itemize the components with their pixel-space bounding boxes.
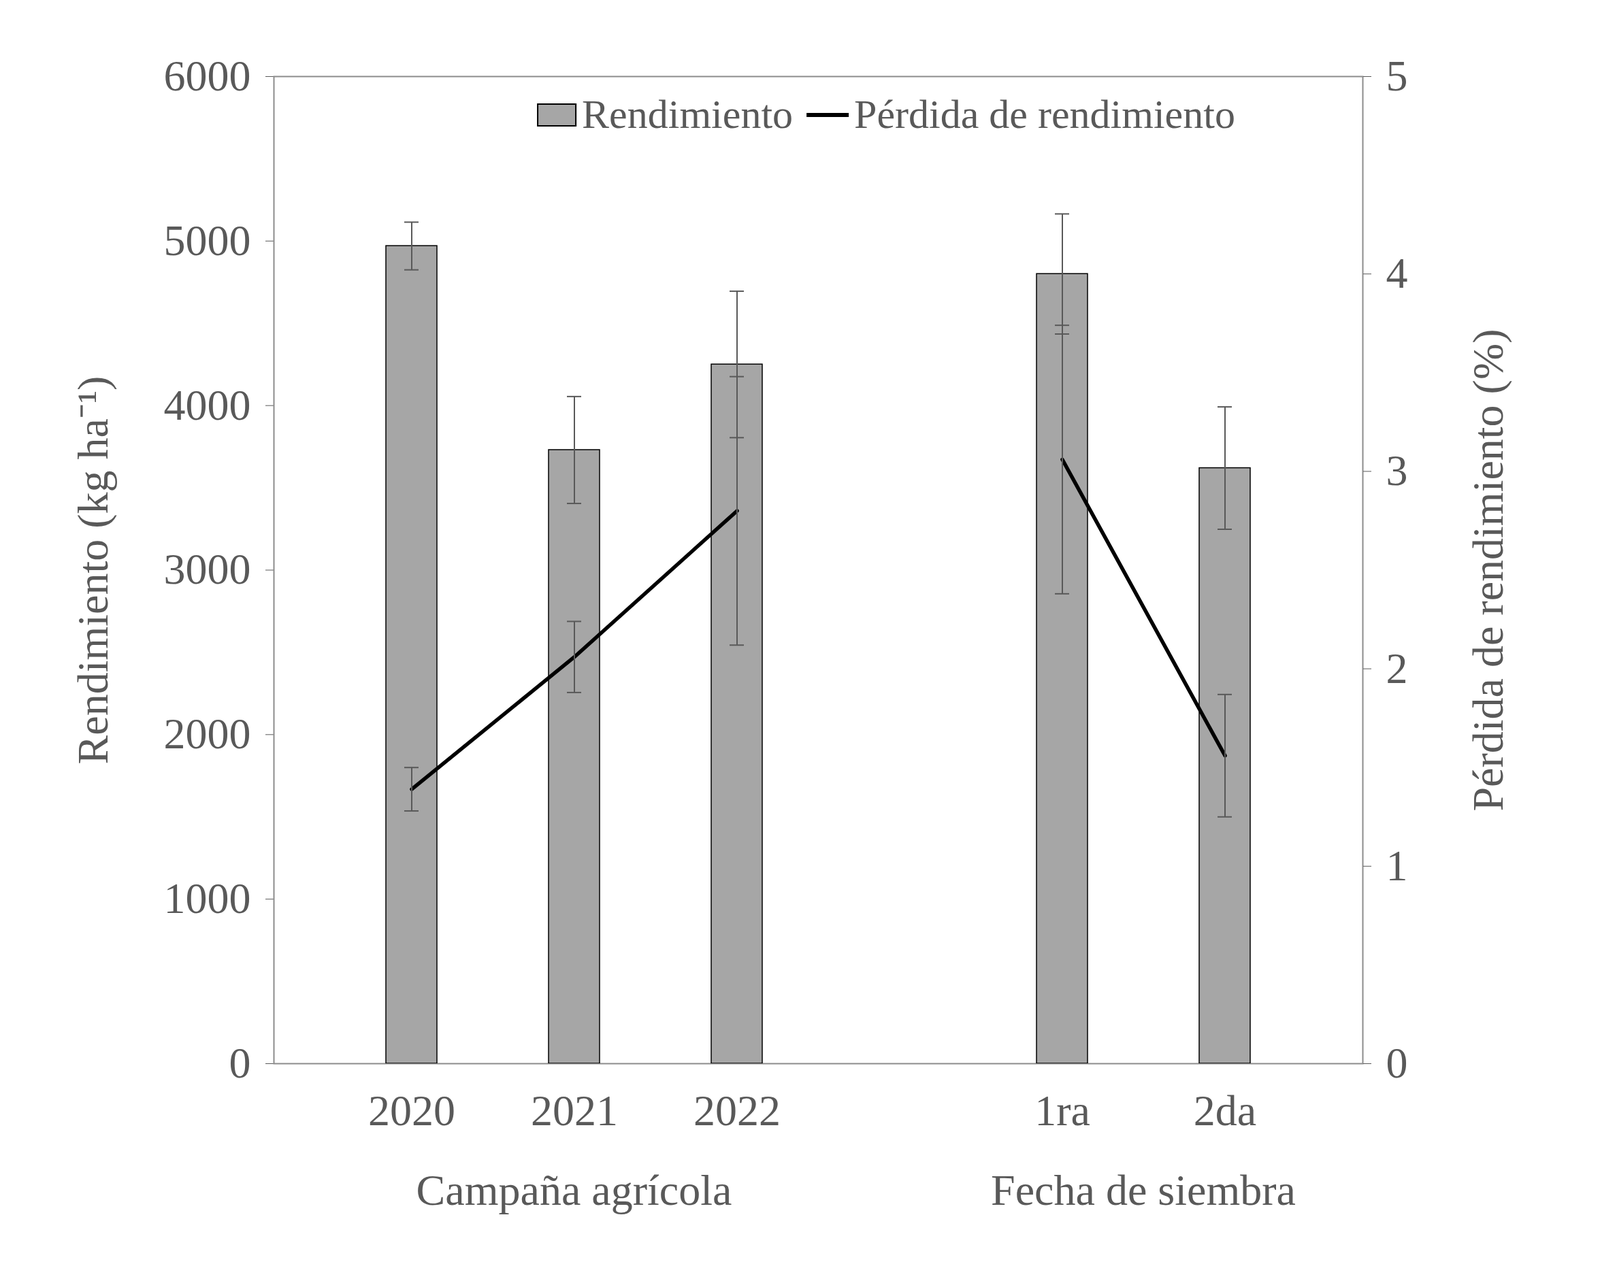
svg-text:0: 0 bbox=[229, 1039, 252, 1088]
svg-text:6000: 6000 bbox=[164, 51, 252, 101]
svg-text:5000: 5000 bbox=[164, 216, 252, 265]
html-text:Rendimiento: Rendimiento bbox=[581, 91, 793, 137]
svg-text:2021: 2021 bbox=[530, 1086, 618, 1136]
svg-text:2da: 2da bbox=[1193, 1086, 1257, 1136]
svg-text:1: 1 bbox=[1386, 841, 1409, 891]
svg-text:4: 4 bbox=[1386, 249, 1409, 298]
svg-text:1ra: 1ra bbox=[1034, 1086, 1091, 1136]
svg-text:5: 5 bbox=[1386, 51, 1409, 101]
svg-text:1000: 1000 bbox=[164, 874, 252, 923]
svg-text:3: 3 bbox=[1386, 446, 1409, 495]
svg-text:Pérdida de rendimiento (%): Pérdida de rendimiento (%) bbox=[1463, 328, 1513, 812]
svg-text:Rendimiento (kg ha⁻¹): Rendimiento (kg ha⁻¹) bbox=[68, 376, 118, 765]
svg-text:2000: 2000 bbox=[164, 709, 252, 759]
svg-text:4000: 4000 bbox=[164, 381, 252, 430]
html-text:Campaña agrícola: Campaña agrícola bbox=[416, 1166, 732, 1215]
html-text:Pérdida de rendimiento: Pérdida de rendimiento bbox=[854, 91, 1236, 137]
svg-text:2022: 2022 bbox=[693, 1086, 781, 1136]
html-text:Fecha de siembra: Fecha de siembra bbox=[990, 1166, 1296, 1215]
svg-text:0: 0 bbox=[1386, 1039, 1409, 1088]
svg-text:3000: 3000 bbox=[164, 545, 252, 594]
svg-text:2020: 2020 bbox=[368, 1086, 456, 1136]
svg-text:2: 2 bbox=[1386, 644, 1409, 693]
